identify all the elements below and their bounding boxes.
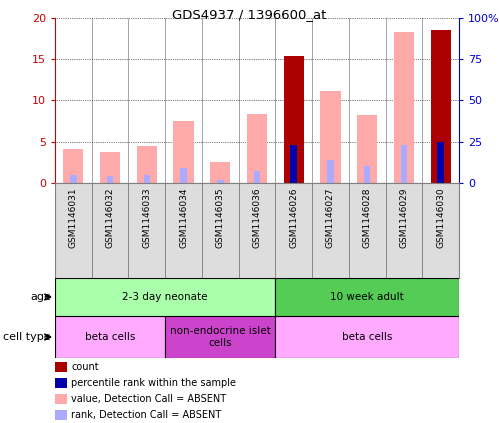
Bar [357, 115, 377, 183]
Bar [165, 316, 275, 358]
Bar [55, 316, 165, 358]
Text: GSM1146030: GSM1146030 [436, 188, 445, 248]
Bar [70, 175, 77, 183]
Text: GSM1146026: GSM1146026 [289, 188, 298, 248]
Text: 2-3 day neonate: 2-3 day neonate [122, 292, 208, 302]
Bar [180, 168, 187, 183]
Text: GSM1146031: GSM1146031 [69, 188, 78, 248]
Bar [431, 30, 451, 183]
Text: beta cells: beta cells [85, 332, 135, 342]
Bar [327, 160, 334, 183]
Bar [144, 175, 150, 183]
Text: GSM1146027: GSM1146027 [326, 188, 335, 248]
Text: rank, Detection Call = ABSENT: rank, Detection Call = ABSENT [71, 410, 221, 420]
Text: count: count [71, 362, 99, 372]
Text: GSM1146032: GSM1146032 [106, 188, 115, 248]
Bar [174, 121, 194, 183]
Bar [107, 176, 113, 183]
Bar [253, 170, 260, 183]
Text: non-endocrine islet
cells: non-endocrine islet cells [170, 326, 270, 348]
Text: GSM1146028: GSM1146028 [363, 188, 372, 248]
Text: beta cells: beta cells [342, 332, 392, 342]
Text: age: age [30, 292, 51, 302]
Bar [55, 278, 275, 316]
Bar [290, 145, 297, 183]
Bar [217, 180, 224, 183]
Bar [247, 114, 267, 183]
Bar [364, 167, 370, 183]
Bar [283, 56, 304, 183]
Bar [137, 146, 157, 183]
Bar [394, 32, 414, 183]
Text: cell type: cell type [3, 332, 51, 342]
Text: GSM1146034: GSM1146034 [179, 188, 188, 248]
Bar [100, 152, 120, 183]
Bar [320, 91, 340, 183]
Text: value, Detection Call = ABSENT: value, Detection Call = ABSENT [71, 394, 226, 404]
Text: GSM1146035: GSM1146035 [216, 188, 225, 248]
Text: 10 week adult: 10 week adult [330, 292, 404, 302]
Text: GSM1146036: GSM1146036 [252, 188, 261, 248]
Text: percentile rank within the sample: percentile rank within the sample [71, 378, 236, 388]
Bar [401, 145, 407, 183]
Bar [275, 316, 459, 358]
Text: GDS4937 / 1396600_at: GDS4937 / 1396600_at [172, 8, 327, 21]
Bar [63, 149, 83, 183]
Bar [437, 142, 444, 183]
Text: GSM1146033: GSM1146033 [142, 188, 151, 248]
Text: GSM1146029: GSM1146029 [399, 188, 408, 248]
Bar [210, 162, 231, 183]
Bar [275, 278, 459, 316]
